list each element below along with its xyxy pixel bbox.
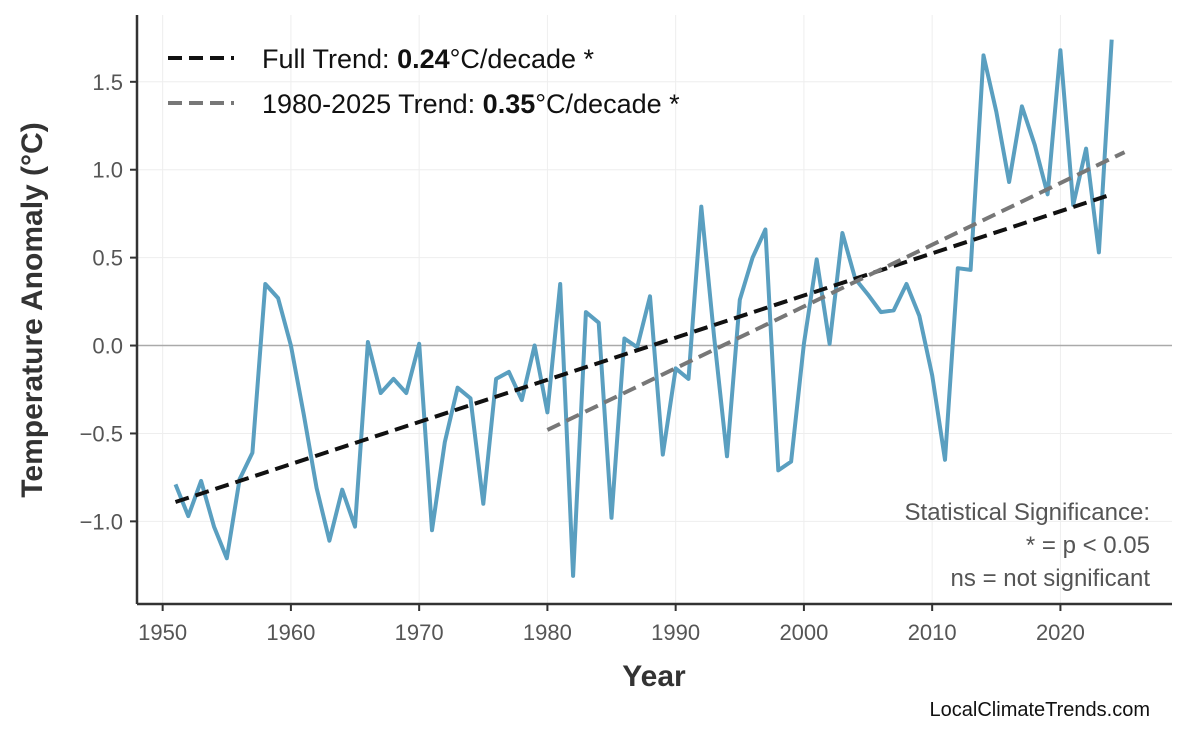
y-tick-label: −1.0 — [80, 509, 123, 534]
x-tick-label: 1980 — [523, 620, 572, 645]
y-tick-label: 1.5 — [92, 70, 123, 95]
x-tick-label: 1990 — [651, 620, 700, 645]
legend: Full Trend: 0.24°C/decade * 1980-2025 Tr… — [168, 44, 680, 119]
recent-trend-line — [546, 150, 1126, 432]
note-line: * = p < 0.05 — [1026, 532, 1150, 559]
x-tick-label: 2010 — [908, 620, 957, 645]
x-ticks: 1950 1960 1970 1980 1990 2000 2010 2020 — [138, 604, 1085, 645]
y-tick-label: 0.0 — [92, 334, 123, 359]
y-ticks: −1.0 −0.5 0.0 0.5 1.0 1.5 — [80, 70, 137, 534]
y-tick-label: 1.0 — [92, 158, 123, 183]
note-line: Statistical Significance: — [905, 499, 1150, 526]
x-tick-label: 1970 — [395, 620, 444, 645]
x-axis-label: Year — [622, 660, 686, 693]
x-tick-label: 2000 — [779, 620, 828, 645]
full-trend-line — [174, 192, 1113, 504]
credit: LocalClimateTrends.com — [930, 699, 1150, 721]
temperature-anomaly-line — [173, 39, 1114, 578]
y-axis-label: Temperature Anomaly (°C) — [16, 122, 49, 497]
series-layer — [173, 39, 1114, 578]
x-tick-label: 1950 — [138, 620, 187, 645]
note-line: ns = not significant — [951, 565, 1151, 592]
significance-note: Statistical Significance: * = p < 0.05 n… — [905, 499, 1151, 592]
y-tick-label: −0.5 — [80, 421, 123, 446]
x-tick-label: 2020 — [1036, 620, 1085, 645]
x-tick-label: 1960 — [266, 620, 315, 645]
legend-label-full-trend: Full Trend: 0.24°C/decade * — [262, 44, 595, 74]
trend-layer — [174, 150, 1126, 504]
legend-label-recent-trend: 1980-2025 Trend: 0.35°C/decade * — [262, 89, 680, 119]
y-tick-label: 0.5 — [92, 246, 123, 271]
